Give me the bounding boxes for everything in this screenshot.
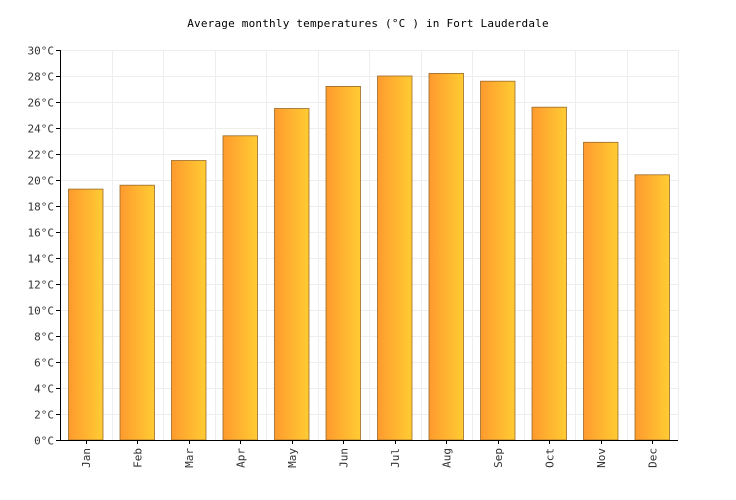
y-tick-label: 26°C — [28, 97, 55, 110]
y-tick-label: 30°C — [28, 45, 55, 58]
x-tick-label: Nov — [595, 448, 608, 468]
axes — [56, 50, 678, 444]
bar-feb — [119, 184, 155, 441]
x-tick-label: Oct — [543, 448, 556, 468]
x-tick-label: Sep — [492, 448, 505, 468]
y-tick-label: 14°C — [28, 253, 55, 266]
chart-title: Average monthly temperatures (°C ) in Fo… — [187, 17, 549, 30]
bar-may — [274, 108, 310, 441]
bar-aug — [428, 73, 464, 441]
y-tick-label: 10°C — [28, 305, 55, 318]
bar-oct — [531, 106, 567, 441]
y-tick-label: 28°C — [28, 71, 55, 84]
bars — [68, 73, 670, 441]
y-tick-label: 4°C — [34, 383, 54, 396]
bar-nov — [583, 141, 619, 441]
x-tick-label: Apr — [234, 448, 247, 468]
x-tick-label: Feb — [131, 448, 144, 468]
x-tick-label: Jan — [80, 448, 93, 468]
grid-lines — [60, 50, 679, 440]
bar-jun — [325, 86, 361, 441]
y-tick-label: 12°C — [28, 279, 55, 292]
x-tick-label: Dec — [646, 448, 659, 468]
y-tick-label: 22°C — [28, 149, 55, 162]
y-tick-label: 16°C — [28, 227, 55, 240]
x-tick-label: Mar — [183, 448, 196, 468]
x-tick-label: Jun — [337, 448, 350, 468]
x-tick-labels: Jan Feb Mar Apr May Jun Jul Aug Sep Oct Nov Dec — [80, 448, 660, 468]
y-tick-label: 8°C — [34, 331, 54, 344]
x-tick-label: May — [286, 448, 299, 468]
bar-dec — [634, 174, 670, 441]
x-tick-label: Jul — [389, 448, 402, 468]
x-tick-label: Aug — [440, 448, 453, 468]
y-tick-label: 20°C — [28, 175, 55, 188]
y-tick-label: 6°C — [34, 357, 54, 370]
y-tick-label: 18°C — [28, 201, 55, 214]
y-tick-label: 24°C — [28, 123, 55, 136]
y-tick-label: 2°C — [34, 409, 54, 422]
bar-sep — [480, 80, 516, 441]
bar-apr — [222, 135, 258, 441]
bar-jan — [68, 188, 104, 441]
y-tick-labels: 0°C 2°C 4°C 6°C 8°C 10°C 12°C 14°C 16°C 18°C 20°C 2… — [28, 45, 55, 448]
y-tick-label: 0°C — [34, 435, 54, 448]
bar-jul — [377, 75, 413, 441]
bar-mar — [171, 160, 207, 441]
